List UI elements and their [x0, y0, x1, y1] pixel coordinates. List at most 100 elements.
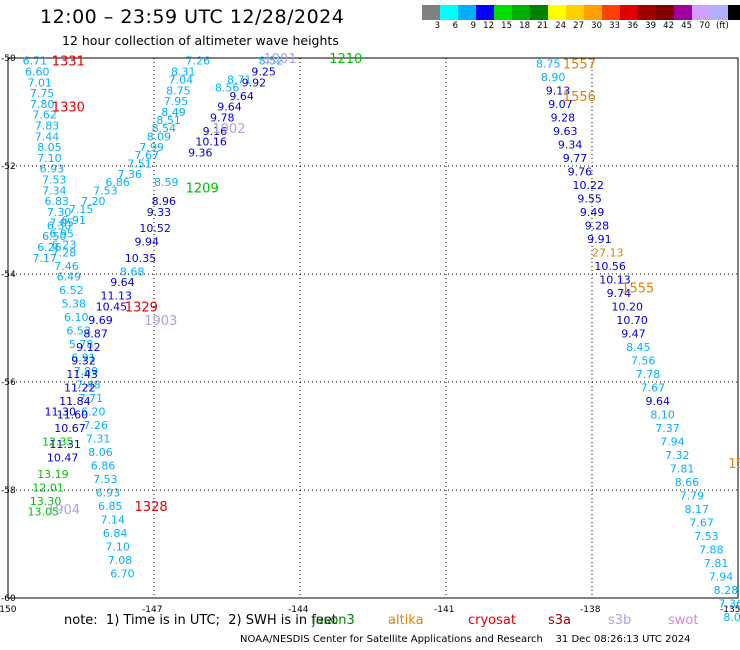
legend-tick-label: 12: [483, 21, 494, 31]
swh-value-label: 8.31: [171, 66, 196, 79]
swh-value-label: 7.51: [127, 157, 152, 170]
lon-tick-label: -135: [720, 605, 740, 615]
legend-swatch: [620, 5, 638, 20]
swh-value-label: 9.28: [551, 111, 576, 124]
swh-value-label: 7.26: [186, 55, 211, 68]
swh-value-label: 9.78: [210, 111, 235, 124]
swh-value-label: 13.30: [30, 495, 62, 508]
legend-tick-label: 21: [537, 21, 548, 31]
swh-value-label: 7.10: [37, 152, 62, 165]
swh-value-label: 8.56: [215, 82, 240, 95]
swh-value-label: 13.05: [27, 506, 59, 519]
lat-tick-label: -56: [1, 378, 16, 388]
swh-value-label: 11.31: [49, 438, 81, 451]
swh-value-label: 7.17: [32, 252, 57, 265]
swh-value-label: 9.55: [577, 192, 602, 205]
swh-value-label: 9.34: [558, 138, 583, 151]
swh-value-label: 10.47: [47, 452, 79, 465]
legend-unit: (ft): [716, 21, 729, 31]
pass-number-label: 1554: [728, 457, 740, 472]
legend-swatch: [494, 5, 512, 20]
swh-value-label: 8.68: [120, 265, 145, 278]
swh-value-label: 12.35: [42, 435, 74, 448]
color-legend-bar: [422, 5, 740, 20]
swh-value-label: 6.71: [23, 55, 47, 68]
swh-value-label: 8.09: [147, 130, 172, 143]
mission-label-s3b: s3b: [608, 613, 632, 628]
swh-value-label: 7.15: [69, 203, 94, 216]
swh-value-label: 8.17: [684, 503, 709, 516]
swh-value-label: 7.53: [694, 530, 719, 543]
swh-value-label: 9.49: [580, 206, 605, 219]
swh-value-label: 7.78: [636, 368, 661, 381]
swh-value-label: 9.76: [568, 165, 593, 178]
legend-swatch: [728, 5, 740, 20]
swh-value-label: 8.71: [227, 74, 252, 87]
swh-value-label: 10.16: [195, 136, 227, 149]
legend-tick-label: 36: [627, 21, 638, 31]
legend-swatch: [440, 5, 458, 20]
lon-tick-label: -147: [142, 605, 162, 615]
swh-value-label: 7.26: [83, 419, 108, 432]
swh-value-label: 11.22: [64, 381, 96, 394]
legend-swatch: [566, 5, 584, 20]
lat-tick-label: -52: [1, 162, 16, 172]
swh-value-label: 6.93: [40, 163, 64, 176]
legend-tick-label: 27: [573, 21, 584, 31]
swh-value-label: 6.91: [62, 214, 87, 227]
swh-value-label: 9.91: [587, 233, 612, 246]
lat-tick-label: -60: [1, 594, 16, 604]
mission-label-altika: altika: [388, 613, 424, 628]
swh-value-label: 6.93: [96, 487, 121, 500]
footer-credit: NOAA/NESDIS Center for Satellite Applica…: [240, 634, 691, 645]
swh-value-label: 8.66: [675, 476, 700, 489]
swh-value-label: 8.28: [714, 584, 739, 597]
swh-value-label: 9.36: [188, 147, 213, 160]
swh-value-label: 7.88: [699, 543, 724, 556]
swh-value-label: 6.91: [71, 352, 96, 365]
swh-value-label: 7.94: [709, 570, 734, 583]
legend-tick-label: 33: [609, 21, 620, 31]
swh-value-label: 6.85: [98, 500, 123, 513]
swh-value-label: 8.96: [152, 195, 177, 208]
legend-tick-label: 9: [470, 21, 476, 31]
swh-value-label: 8.75: [536, 57, 561, 70]
pass-number-label: 1330: [52, 101, 85, 116]
swh-value-label: 7.67: [135, 149, 160, 162]
swh-value-label: 7.71: [79, 392, 104, 405]
legend-swatch: [638, 5, 656, 20]
legend-swatch: [674, 5, 692, 20]
legend-tick-label: 24: [555, 21, 566, 31]
swh-value-label: 6.84: [103, 527, 128, 540]
lon-tick-label: -144: [288, 605, 309, 615]
legend-swatch: [602, 5, 620, 20]
legend-tick-label: 42: [663, 21, 674, 31]
swh-value-label: 6.95: [49, 228, 74, 241]
lon-tick-label: -138: [580, 605, 601, 615]
legend-swatch: [458, 5, 476, 20]
swh-value-label: 7.81: [670, 462, 695, 475]
legend-swatch: [476, 5, 494, 20]
mission-label-swot: swot: [668, 613, 699, 628]
swh-value-label: 9.69: [88, 314, 113, 327]
swh-value-label: 6.60: [25, 66, 50, 79]
swh-value-label: 11.13: [100, 290, 132, 303]
swh-value-label: 7.83: [35, 120, 60, 133]
swh-value-label: 7.53: [93, 184, 118, 197]
swh-value-label: 10.22: [573, 179, 605, 192]
legend-swatch: [548, 5, 566, 20]
swh-value-label: 7.81: [704, 557, 729, 570]
mission-label-s3a: s3a: [548, 613, 572, 628]
lat-tick-label: -54: [1, 270, 16, 280]
swh-value-label: 7.20: [81, 195, 106, 208]
swh-value-label: 7.37: [655, 422, 680, 435]
legend-tick-label: 30: [591, 21, 602, 31]
swh-value-label: 7.05: [49, 217, 74, 230]
legend-tick-label: 39: [645, 21, 656, 31]
pass-number-label: 1901: [264, 52, 297, 67]
swh-value-label: 6.50: [42, 230, 67, 243]
pass-number-label: 1902: [212, 122, 245, 137]
pass-number-label: 1329: [125, 300, 158, 315]
swh-value-label: 6.23: [52, 238, 77, 251]
